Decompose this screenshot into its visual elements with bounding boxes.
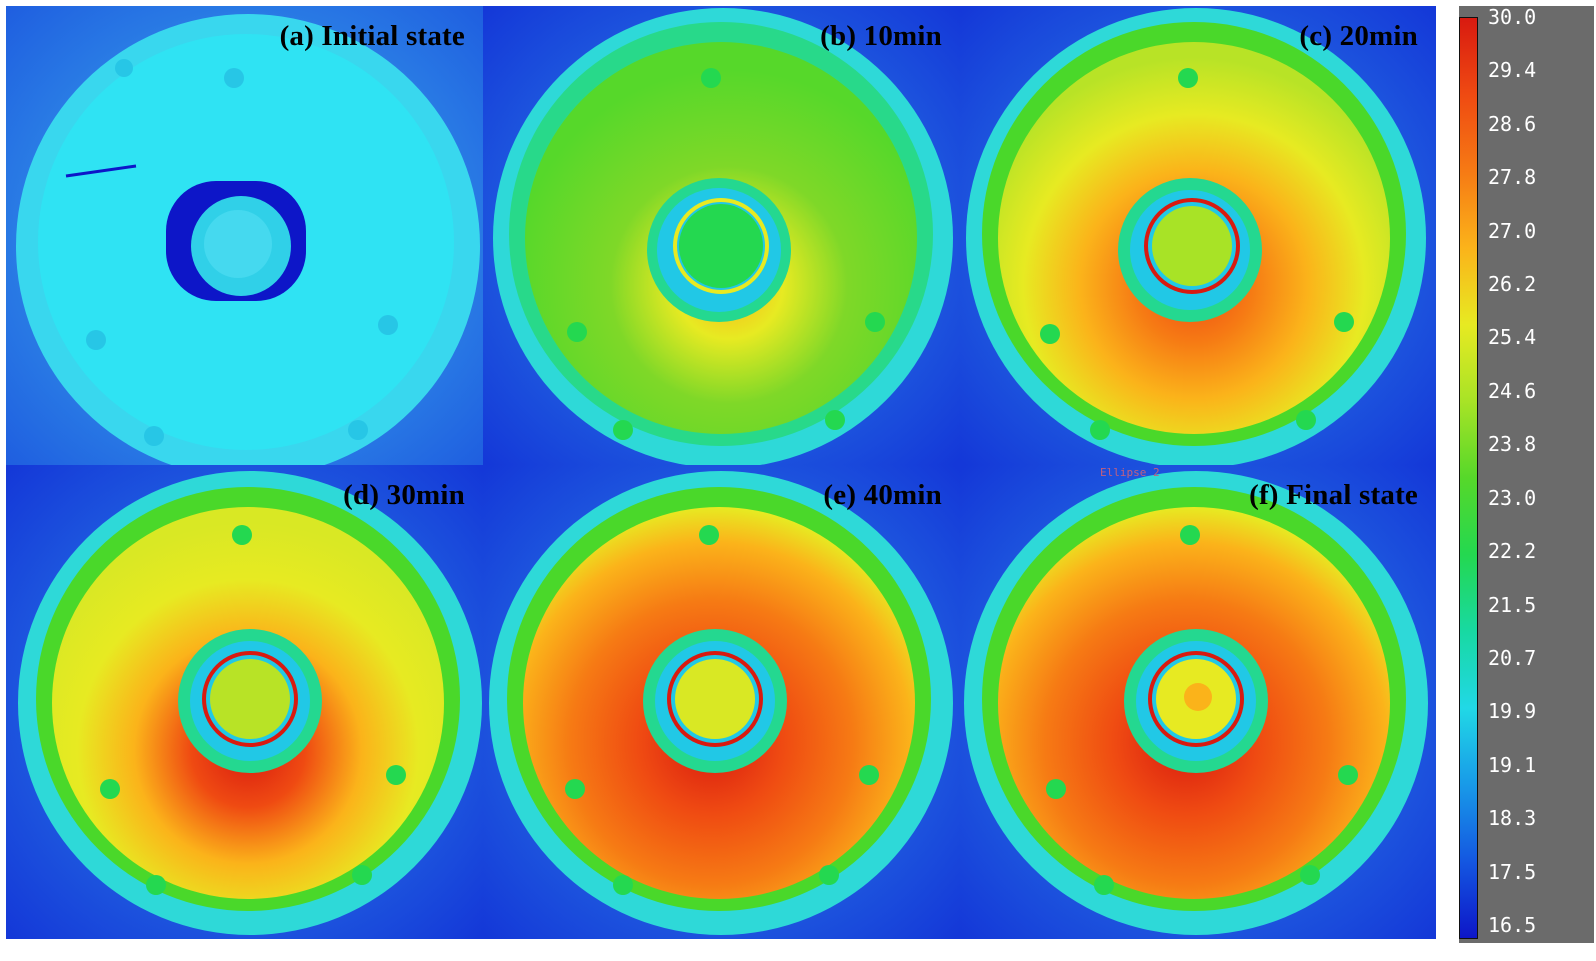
thermal-panel-c: (c) 20min	[960, 6, 1436, 465]
thermal-image-a	[6, 6, 483, 465]
colorbar-tick-label: 29.4	[1488, 58, 1537, 83]
thermal-image-e	[483, 465, 960, 939]
thermal-panel-f: (f) Final state	[960, 465, 1436, 939]
thermal-image-f	[960, 465, 1436, 939]
colorbar-tick-label: 17.5	[1488, 859, 1537, 884]
colorbar-tick-label: 18.3	[1488, 806, 1537, 831]
colorbar-tick-label: 26.2	[1488, 272, 1537, 297]
colorbar-gradient	[1459, 17, 1478, 939]
colorbar-tick-label: 27.8	[1488, 165, 1537, 190]
colorbar-tick-label: 19.1	[1488, 752, 1537, 777]
colorbar-tick-label: 25.4	[1488, 325, 1537, 350]
colorbar-tick-label: 19.9	[1488, 699, 1537, 724]
colorbar-background	[1459, 6, 1594, 943]
colorbar-tick-label: 23.0	[1488, 485, 1537, 510]
colorbar-tick-label: 23.8	[1488, 432, 1537, 457]
colorbar-tick-label: 27.0	[1488, 218, 1537, 243]
colorbar-tick-label: 28.6	[1488, 111, 1537, 136]
thermal-image-d	[6, 465, 483, 939]
panel-label-b: (b) 10min	[820, 20, 942, 52]
panel-label-c: (c) 20min	[1299, 20, 1418, 52]
colorbar-tick-label: 22.2	[1488, 539, 1537, 564]
colorbar-tick-label: 20.7	[1488, 645, 1537, 670]
panel-label-e: (e) 40min	[823, 479, 942, 511]
thermal-panel-a: (a) Initial state	[6, 6, 483, 465]
colorbar-tick-label: 21.5	[1488, 592, 1537, 617]
ellipse-annotation: Ellipse 2	[1100, 466, 1160, 479]
colorbar-tick-label: 16.5	[1488, 913, 1537, 937]
thermal-image-b	[483, 6, 960, 465]
thermal-panel-e: (e) 40min	[483, 465, 960, 939]
colorbar-tick-label: 24.6	[1488, 378, 1537, 403]
thermal-panel-b: (b) 10min	[483, 6, 960, 465]
panel-label-d: (d) 30min	[343, 479, 465, 511]
colorbar-tick-label: 30.0	[1488, 5, 1537, 29]
thermal-image-c	[960, 6, 1436, 465]
panel-label-a: (a) Initial state	[279, 20, 465, 52]
thermal-panel-d: (d) 30min	[6, 465, 483, 939]
panel-label-f: (f) Final state	[1249, 479, 1418, 511]
